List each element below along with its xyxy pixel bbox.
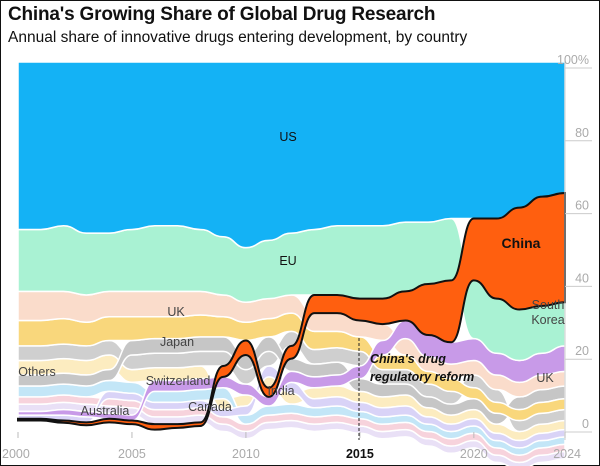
label-uk: UK xyxy=(167,305,185,319)
band-labels: US EU China UK UK Japan Switzerland Othe… xyxy=(18,130,554,418)
label-china: China xyxy=(502,235,541,251)
x-tick-label: 2005 xyxy=(118,447,146,461)
annotation-regulatory-reform: China's drug regulatory reform xyxy=(358,338,474,440)
chart-subtitle: Annual share of innovative drugs enterin… xyxy=(8,29,468,46)
label-canada: Canada xyxy=(188,400,232,414)
y-tick-label: 20 xyxy=(575,344,589,358)
annotation-text-2: regulatory reform xyxy=(370,370,474,384)
y-tick-label: 60 xyxy=(575,199,589,213)
x-tick-label: 2010 xyxy=(232,447,260,461)
label-japan: Japan xyxy=(160,335,194,349)
y-tick-label: 0 xyxy=(582,417,589,431)
y-tick-label: 40 xyxy=(575,271,589,285)
label-australia: Australia xyxy=(81,404,130,418)
y-tick-label: 80 xyxy=(575,126,589,140)
x-tick-label: 2015 xyxy=(346,447,374,461)
label-south-korea: South Korea xyxy=(531,298,565,327)
label-switzerland: Switzerland xyxy=(146,374,211,388)
label-eu: EU xyxy=(279,254,296,268)
axes: 0 20 40 60 80 100% 2000 2005 2010 2015 2020 2024 xyxy=(2,53,592,461)
x-tick-label: 2024 xyxy=(553,447,581,461)
x-tick-label: 2000 xyxy=(2,447,30,461)
bands xyxy=(17,61,566,466)
annotation-text-1: China's drug xyxy=(370,352,446,366)
x-tick-label: 2020 xyxy=(460,447,488,461)
chart-title: China's Growing Share of Global Drug Res… xyxy=(8,4,436,25)
label-india: India xyxy=(267,384,294,398)
label-uk-2024: UK xyxy=(536,371,554,385)
label-us: US xyxy=(279,130,296,144)
label-others: Others xyxy=(18,365,56,379)
y-tick-label: 100% xyxy=(557,53,589,67)
